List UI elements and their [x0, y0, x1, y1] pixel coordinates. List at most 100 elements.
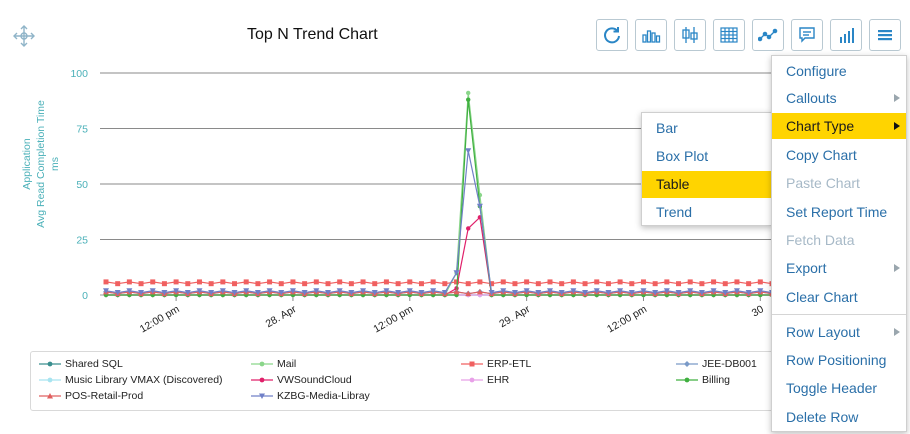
y-axis-label: ms	[49, 157, 61, 171]
data-point	[699, 281, 705, 287]
menu-item-row-layout[interactable]: Row Layout	[772, 319, 906, 345]
menu-button[interactable]	[869, 19, 901, 51]
data-point	[582, 290, 589, 296]
data-point	[465, 148, 472, 154]
signal-bars-button[interactable]	[830, 19, 862, 51]
data-point	[465, 290, 472, 297]
data-point	[126, 288, 133, 294]
data-point	[559, 281, 565, 287]
legend-item[interactable]: JEE-DB001	[676, 358, 757, 370]
legend-item[interactable]: VWSoundCloud	[251, 374, 352, 386]
legend-swatch-icon	[676, 377, 698, 383]
data-point	[173, 279, 179, 285]
menu-item-export[interactable]: Export	[772, 255, 906, 281]
menu-item-configure[interactable]: Configure	[772, 58, 906, 84]
data-point	[266, 288, 273, 294]
data-point	[126, 279, 132, 285]
data-point	[466, 90, 471, 96]
data-point	[710, 288, 717, 294]
chart-type-bar[interactable]: Bar	[642, 115, 771, 142]
chart-type-box-plot[interactable]: Box Plot	[642, 143, 771, 170]
data-point	[184, 290, 191, 296]
data-point	[430, 288, 437, 294]
series-kzbg-media-libray	[103, 148, 775, 296]
menu-item-label: Delete Row	[786, 409, 859, 425]
data-point	[617, 279, 623, 285]
menu-item-copy-chart[interactable]: Copy Chart	[772, 142, 906, 168]
legend-swatch-icon	[461, 361, 483, 367]
legend-label: VWSoundCloud	[277, 374, 352, 386]
data-point	[453, 270, 460, 276]
chart-context-menu: Configure Callouts Chart Type Copy Chart Pas…	[771, 55, 907, 432]
data-point	[161, 290, 168, 296]
legend-swatch-icon	[461, 377, 483, 383]
data-point	[161, 281, 167, 287]
data-point	[547, 288, 553, 294]
data-point	[465, 281, 471, 287]
trend-button[interactable]	[752, 19, 784, 51]
menu-item-label: Trend	[656, 204, 693, 220]
menu-item-toggle-header[interactable]: Toggle Header	[772, 375, 906, 401]
data-point	[138, 281, 144, 287]
series-line	[106, 99, 772, 296]
menu-item-label: Toggle Header	[786, 380, 878, 396]
legend-item[interactable]: KZBG-Media-Libray	[251, 390, 370, 402]
series-erp-etl	[103, 279, 775, 287]
y-axis-label: Application	[21, 138, 33, 190]
legend-item[interactable]: EHR	[461, 374, 509, 386]
data-point	[360, 288, 367, 294]
data-point	[337, 279, 343, 285]
menu-item-clear-chart[interactable]: Clear Chart	[772, 284, 906, 310]
menu-separator	[772, 314, 906, 315]
data-point	[722, 290, 729, 296]
data-point	[371, 290, 378, 296]
data-point	[290, 279, 296, 285]
chart-type-table[interactable]: Table	[642, 171, 771, 198]
table-icon	[720, 27, 738, 43]
data-point	[582, 281, 588, 287]
data-point	[150, 279, 156, 285]
table-button[interactable]	[713, 19, 745, 51]
data-point	[336, 288, 343, 294]
legend-item[interactable]: Music Library VMAX (Discovered)	[39, 374, 223, 386]
x-tick-label: 30	[750, 303, 766, 319]
menu-item-row-positioning[interactable]: Row Positioning	[772, 347, 906, 373]
move-handle-icon[interactable]	[12, 24, 36, 48]
refresh-button[interactable]	[596, 19, 628, 51]
data-point	[687, 288, 694, 294]
bar-chart-button[interactable]	[635, 19, 667, 51]
data-point	[196, 279, 202, 285]
legend-label: POS-Retail-Prod	[65, 390, 144, 402]
menu-item-chart-type[interactable]: Chart Type	[772, 113, 906, 139]
submenu-arrow-icon	[894, 264, 900, 272]
comment-button[interactable]	[791, 19, 823, 51]
legend-item[interactable]: Billing	[676, 374, 730, 386]
series-line	[105, 281, 773, 285]
data-point	[698, 290, 705, 296]
legend-item[interactable]: Shared SQL	[39, 358, 123, 370]
data-point	[640, 279, 646, 285]
legend-item[interactable]: POS-Retail-Prod	[39, 390, 143, 402]
data-point	[383, 279, 389, 285]
legend-item[interactable]: Mail	[251, 358, 296, 370]
chart-toolbar	[596, 19, 901, 51]
menu-item-delete-row[interactable]: Delete Row	[772, 404, 906, 430]
data-point	[663, 288, 670, 294]
data-point	[687, 279, 693, 285]
menu-item-set-report-time[interactable]: Set Report Time	[772, 199, 906, 225]
data-point	[313, 279, 319, 285]
data-point	[722, 281, 728, 287]
data-point	[476, 288, 483, 295]
menu-item-label: Paste Chart	[786, 175, 860, 191]
x-tick-label: 12:00 pm	[138, 303, 182, 335]
legend-label: Shared SQL	[65, 358, 123, 370]
legend-item[interactable]: ERP-ETL	[461, 358, 531, 370]
data-point	[372, 281, 378, 287]
data-point	[558, 290, 565, 296]
data-point	[500, 288, 507, 294]
box-plot-button[interactable]	[674, 19, 706, 51]
chart-type-trend[interactable]: Trend	[642, 199, 771, 226]
legend-swatch-icon	[251, 393, 273, 399]
data-point	[594, 279, 600, 285]
menu-item-callouts[interactable]: Callouts	[772, 85, 906, 111]
